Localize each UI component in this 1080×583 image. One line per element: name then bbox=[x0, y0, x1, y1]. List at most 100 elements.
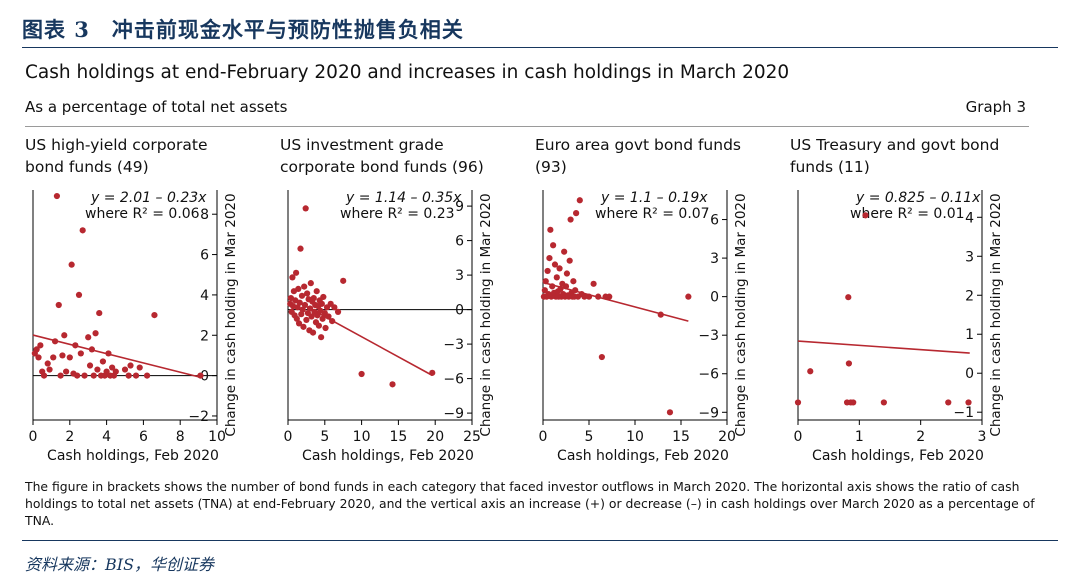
panel-1-data-point bbox=[51, 338, 59, 345]
panel-top-rule bbox=[25, 126, 1029, 127]
panel-3-data-point bbox=[553, 274, 560, 281]
panel-1-x-tick-label: 10 bbox=[208, 429, 226, 445]
panel-2-data-point bbox=[334, 308, 342, 315]
panel-3-data-point bbox=[573, 210, 580, 217]
panel-1-data-point bbox=[46, 366, 53, 373]
panel-1-data-point bbox=[44, 360, 51, 367]
panel-1-data-point bbox=[81, 372, 88, 379]
panel-1-x-tick-label: 8 bbox=[176, 429, 185, 445]
panel-2-y-tick-label: 6 bbox=[455, 234, 464, 250]
panel-3-data-point bbox=[566, 257, 573, 264]
panel-1-y-axis-label: Change in cash holding in Mar 2020 bbox=[223, 193, 239, 436]
panel-3-x-tick-label: 20 bbox=[718, 429, 736, 445]
panel-1-data-point bbox=[132, 372, 140, 379]
panel-1-data-point bbox=[86, 362, 94, 369]
panel-2-data-point bbox=[296, 299, 303, 306]
panel-2-data-point bbox=[303, 316, 310, 324]
panel-2-data-point bbox=[358, 370, 365, 378]
panel-3-data-point bbox=[598, 353, 605, 361]
bottom-rule bbox=[22, 540, 1058, 541]
panel-3-y-axis-label: Change in cash holding in Mar 2020 bbox=[733, 193, 749, 436]
panel-3-fit-equation: y = 1.1 – 0.19x bbox=[600, 190, 708, 206]
panel-2-fit-r-squared: where R² = 0.23 bbox=[340, 206, 455, 222]
panel-2-data-point bbox=[313, 288, 320, 295]
panel-3-data-point bbox=[544, 267, 551, 275]
panel-1-y-tick-label: 6 bbox=[200, 248, 209, 264]
panel-2-data-point bbox=[389, 381, 396, 388]
panel-2-x-tick-label: 0 bbox=[284, 429, 293, 445]
panel-3-x-tick-label: 5 bbox=[585, 429, 594, 445]
panel-3-data-point bbox=[563, 270, 571, 277]
panel-4-fit-r-squared: where R² = 0.01 bbox=[850, 206, 965, 222]
panel-2-x-tick-label: 5 bbox=[320, 429, 329, 445]
panel-3-x-tick-label: 10 bbox=[626, 429, 644, 445]
panel-1-y-tick-label: 0 bbox=[200, 369, 209, 385]
panel-2-x-tick-label: 20 bbox=[426, 429, 444, 445]
chart-subtitle: As a percentage of total net assets bbox=[25, 98, 288, 116]
panel-1-y-tick-label: 2 bbox=[200, 328, 209, 344]
panel-4-y-tick-label: −1 bbox=[953, 405, 974, 421]
panel-2-data-point bbox=[340, 277, 347, 284]
panel-1-data-point bbox=[55, 301, 62, 309]
panel-3-data-point bbox=[551, 261, 559, 268]
panel-1-data-point bbox=[112, 368, 119, 375]
panel-3-y-tick-label: 0 bbox=[710, 290, 719, 306]
panel-3-data-point bbox=[570, 278, 577, 285]
panel-1-data-point bbox=[90, 372, 97, 379]
panel-1-data-point bbox=[61, 332, 68, 339]
panel-1-title-line: US high-yield corporate bbox=[25, 136, 208, 154]
panel-4-data-point bbox=[862, 212, 869, 219]
panel-3-data-point bbox=[550, 242, 557, 249]
panel-1-fit-r-squared: where R² = 0.06 bbox=[85, 206, 200, 222]
panel-1-data-point bbox=[50, 354, 57, 361]
panel-2-data-point bbox=[301, 283, 308, 290]
panel-3-data-point bbox=[542, 278, 549, 285]
panel-4-y-tick-label: 2 bbox=[965, 288, 974, 304]
panel-1-x-tick-label: 0 bbox=[29, 429, 38, 445]
panel-2-data-point bbox=[325, 313, 332, 320]
panel-2-x-axis-label: Cash holdings, Feb 2020 bbox=[302, 448, 474, 464]
panel-1-data-point bbox=[68, 261, 75, 268]
panel-3-y-tick-label: 3 bbox=[710, 251, 719, 267]
panel-4-x-tick-label: 3 bbox=[978, 429, 987, 445]
panel-1-data-point bbox=[143, 372, 151, 379]
panel-3-title-line: Euro area govt bond funds bbox=[535, 136, 741, 154]
panel-2-data-point bbox=[429, 369, 436, 376]
panel-1-data-point bbox=[57, 372, 64, 379]
panel-1-x-tick-label: 2 bbox=[65, 429, 74, 445]
panel-3-x-tick-label: 15 bbox=[672, 429, 690, 445]
panel-1-x-tick-label: 6 bbox=[139, 429, 148, 445]
panel-2-data-point bbox=[319, 315, 326, 322]
panel-3-y-tick-label: −9 bbox=[698, 405, 719, 421]
panel-1-data-point bbox=[99, 358, 107, 365]
panel-2-data-point bbox=[306, 305, 314, 312]
panel-3-data-point bbox=[562, 283, 570, 290]
panel-1-data-point bbox=[197, 372, 204, 379]
panel-3-title-line: (93) bbox=[535, 158, 567, 176]
chart-title: Cash holdings at end-February 2020 and i… bbox=[25, 62, 790, 83]
panel-4-data-point bbox=[880, 399, 887, 406]
panel-3-data-point bbox=[657, 311, 664, 318]
panel-4-data-point bbox=[965, 399, 972, 406]
panel-3-data-point bbox=[606, 293, 613, 300]
panel-2-data-point bbox=[294, 304, 301, 311]
panel-4-y-tick-label: 4 bbox=[965, 210, 974, 226]
panel-1-title-line: bond funds (49) bbox=[25, 158, 149, 176]
panel-1-data-point bbox=[88, 346, 95, 353]
panel-1-data-point bbox=[40, 372, 48, 379]
panel-2-data-point bbox=[315, 322, 323, 329]
panel-1-data-point bbox=[59, 352, 66, 359]
panel-2-data-point bbox=[322, 324, 329, 332]
panel-4-y-tick-label: 0 bbox=[965, 366, 974, 382]
panel-1-fit-equation: y = 2.01 – 0.23x bbox=[90, 190, 207, 206]
panel-1-y-tick-label: 4 bbox=[200, 288, 209, 304]
panel-1-data-point bbox=[121, 366, 129, 373]
panel-4-data-point bbox=[845, 360, 853, 367]
panel-1-data-point bbox=[125, 372, 132, 379]
panel-3-data-point bbox=[541, 287, 548, 294]
panel-3-y-tick-label: −6 bbox=[698, 367, 719, 383]
panel-2-data-point bbox=[318, 300, 325, 307]
panel-2-data-point bbox=[329, 318, 336, 325]
panel-3-data-point bbox=[595, 293, 602, 300]
